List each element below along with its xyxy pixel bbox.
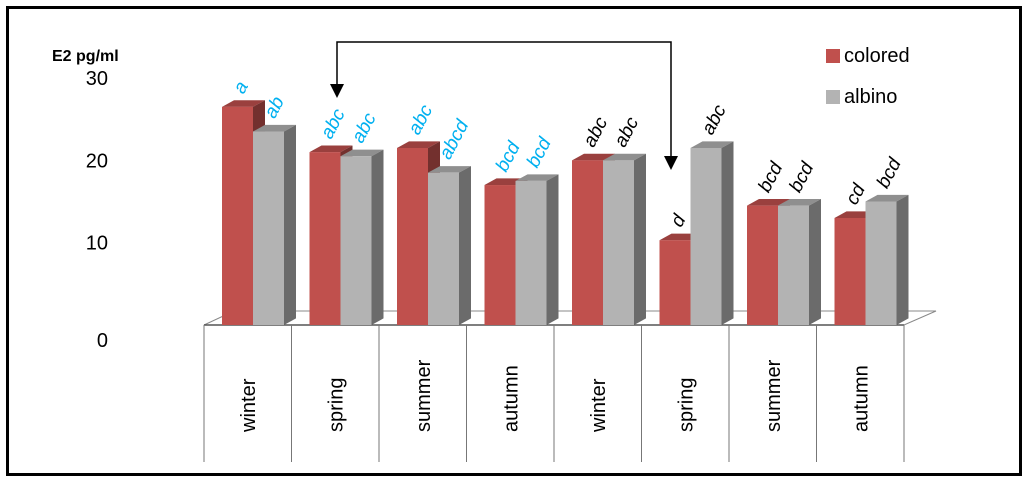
- significance-letter: d: [667, 210, 691, 230]
- legend-swatch-albino: [826, 90, 840, 104]
- bar-front-face: [690, 147, 722, 325]
- bar-albino: [865, 194, 909, 325]
- comparison-bracket: [336, 41, 672, 158]
- bar-front-face: [747, 205, 778, 325]
- bar-top-face: [222, 100, 265, 107]
- category-label: autumn: [850, 365, 872, 432]
- bar-top-face: [428, 166, 471, 173]
- significance-letter: bcd: [754, 158, 788, 196]
- bar-front-face: [340, 156, 372, 325]
- bar-top-face: [865, 194, 909, 202]
- significance-letter: abc: [317, 105, 350, 142]
- bar-top-face: [397, 141, 440, 148]
- category-label: spring: [675, 378, 697, 432]
- significance-letter: abc: [579, 113, 612, 150]
- bar-albino: [428, 166, 471, 325]
- bar-front-face: [603, 160, 634, 325]
- bar-albino: [515, 174, 559, 325]
- y-tick-label: 0: [97, 330, 108, 352]
- significance-letter: abc: [348, 109, 381, 146]
- bar-side-face: [809, 199, 821, 325]
- bar-side-face: [721, 141, 734, 325]
- bar-top-face: [603, 153, 646, 161]
- category-label: autumn: [500, 365, 522, 432]
- significance-letter: bcd: [523, 133, 557, 171]
- arrow-head-left: [330, 84, 344, 98]
- bar-side-face: [634, 153, 646, 325]
- bar-albino: [690, 141, 734, 325]
- bar-side-face: [284, 124, 296, 326]
- bar-albino: [340, 149, 384, 325]
- significance-letter: a: [229, 78, 253, 97]
- bar-front-face: [309, 152, 341, 325]
- bar-side-face: [459, 166, 471, 325]
- bar-top-face: [515, 174, 559, 181]
- significance-letter: abc: [698, 101, 731, 138]
- bar-top-face: [253, 124, 296, 132]
- bar-front-face: [834, 217, 866, 325]
- bar-albino: [778, 199, 821, 325]
- bar-top-face: [340, 149, 384, 157]
- bar-top-face: [778, 199, 821, 206]
- category-label: summer: [413, 359, 435, 432]
- bar-front-face: [572, 160, 603, 325]
- y-tick-label: 20: [86, 150, 108, 172]
- bar-front-face: [515, 180, 547, 325]
- significance-letter: abc: [610, 113, 643, 150]
- legend-label-albino: albino: [844, 86, 897, 108]
- significance-letter: abc: [404, 101, 437, 138]
- significance-letter: bcd: [492, 137, 526, 175]
- bar-front-face: [484, 185, 516, 325]
- significance-letter: abcd: [435, 116, 474, 164]
- arrow-head-right: [664, 156, 678, 170]
- bar-side-face: [896, 194, 909, 325]
- bar-albino: [603, 153, 646, 325]
- bar-front-face: [778, 205, 809, 325]
- category-label: winter: [588, 378, 610, 433]
- bar-front-face: [397, 147, 428, 325]
- legend-swatch-colored: [826, 49, 840, 63]
- bar-side-face: [546, 174, 559, 325]
- bar-front-face: [659, 240, 691, 325]
- category-label: spring: [325, 378, 347, 432]
- category-label: winter: [238, 378, 260, 433]
- significance-letter: bcd: [785, 158, 819, 196]
- bar-top-face: [690, 141, 734, 148]
- bar-front-face: [428, 172, 459, 325]
- legend-label-colored: colored: [844, 45, 910, 67]
- bar-albino: [253, 124, 296, 326]
- bar-front-face: [222, 106, 253, 325]
- category-label: summer: [763, 359, 785, 432]
- bar-front-face: [253, 131, 284, 325]
- bar-side-face: [371, 149, 384, 325]
- y-axis-label: E2 pg/ml: [52, 48, 119, 65]
- y-tick-label: 30: [86, 68, 108, 90]
- bar-top-face: [747, 199, 790, 206]
- significance-letter: bcd: [873, 154, 907, 192]
- bar-top-face: [572, 153, 615, 161]
- bar-top-face: [309, 145, 353, 153]
- bar-front-face: [865, 201, 897, 325]
- y-tick-label: 10: [86, 233, 108, 255]
